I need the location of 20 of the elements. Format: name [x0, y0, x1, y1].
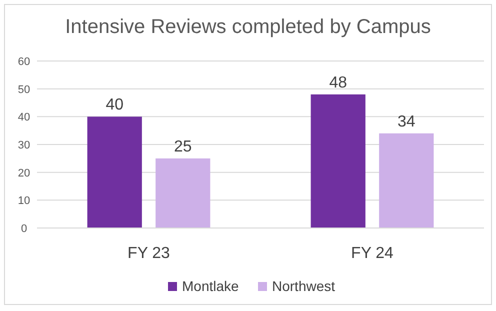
y-tick-label: 0: [20, 223, 28, 235]
bar: [87, 116, 142, 228]
legend-label: Northwest: [272, 278, 336, 294]
bar: [156, 158, 210, 228]
data-label: 48: [329, 74, 348, 92]
y-tick-label: 20: [18, 167, 30, 180]
bar: [310, 94, 366, 228]
x-tick-label: FY 23: [128, 245, 170, 262]
y-tick-label: 50: [18, 84, 30, 96]
data-label: 25: [174, 138, 192, 156]
y-tick-label: 30: [18, 140, 30, 152]
y-tick-label: 40: [18, 112, 30, 124]
bar: [379, 133, 434, 228]
y-tick-label: 60: [18, 56, 30, 68]
y-tick-label: 10: [18, 195, 30, 208]
legend-label: Montlake: [182, 278, 240, 294]
chart-title: Intensive Reviews completed by Campus: [65, 16, 431, 38]
x-tick-label: FY 24: [351, 245, 394, 262]
data-label: 40: [106, 96, 124, 114]
data-label: 34: [397, 113, 416, 130]
